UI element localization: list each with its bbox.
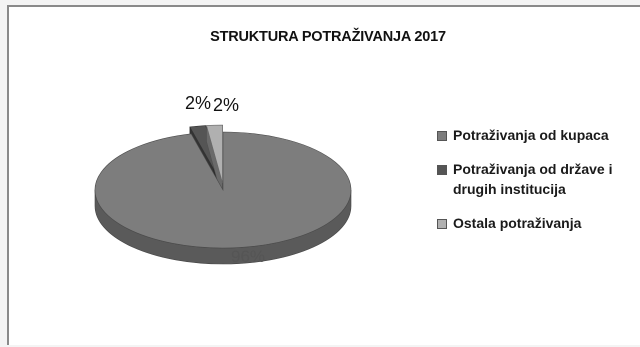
legend-label-2: Potraživanja od države i drugih instituc… — [453, 161, 613, 197]
legend-swatch-3 — [437, 219, 447, 229]
data-label-1: 96% — [231, 247, 265, 266]
legend-entry-3: Ostala potraživanja — [437, 213, 640, 233]
data-label-2: 2% — [185, 93, 211, 113]
chart-area: STRUKTURA POTRAŽIVANJA 2017 96% 2% 2% Potr… — [7, 5, 640, 345]
legend-swatch-2 — [437, 165, 447, 175]
legend-label-1: Potraživanja od kupaca — [453, 127, 609, 143]
legend-entry-2: Potraživanja od države i drugih instituc… — [437, 159, 640, 199]
legend-label-3: Ostala potraživanja — [453, 215, 581, 231]
legend-entry-1: Potraživanja od kupaca — [437, 125, 640, 145]
data-label-3: 2% — [213, 95, 239, 115]
legend: Potraživanja od kupaca Potraživanja od dr… — [437, 125, 640, 247]
pie-slice-1 — [95, 132, 351, 264]
legend-swatch-1 — [437, 131, 447, 141]
